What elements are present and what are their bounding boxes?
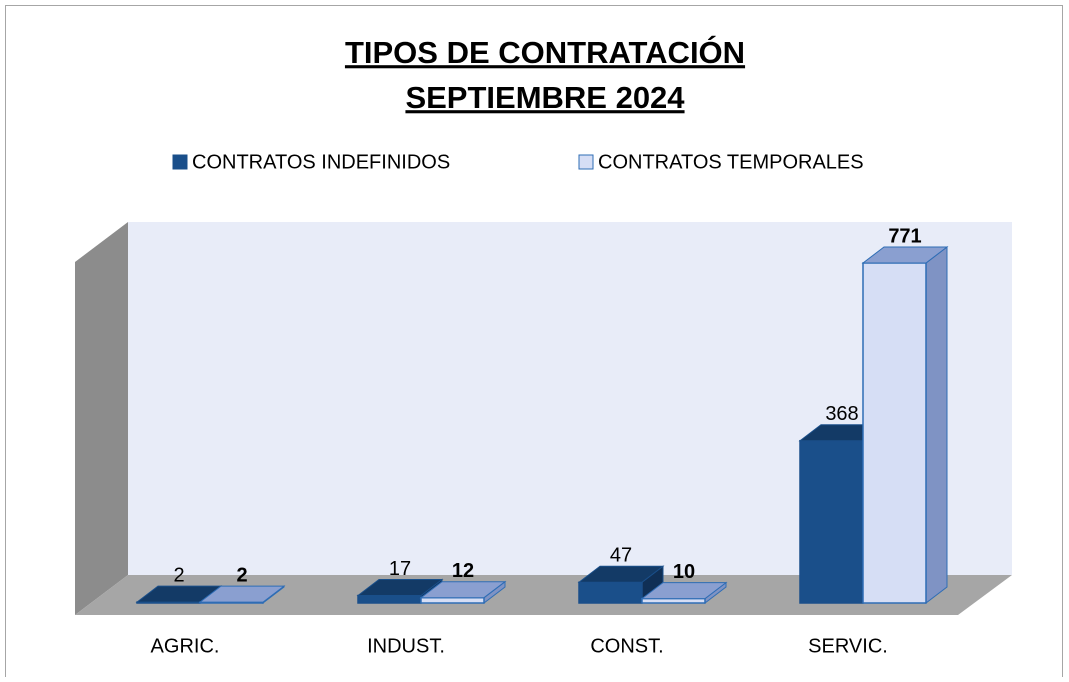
data-label: 10: [673, 561, 695, 583]
bar-side: [925, 245, 948, 605]
data-label: 12: [452, 560, 474, 582]
bar-front: [578, 581, 643, 604]
x-tick-label: AGRIC.: [151, 635, 220, 657]
data-label: 47: [610, 545, 632, 567]
legend-label: CONTRATOS TEMPORALES: [598, 151, 864, 173]
bar-top: [356, 579, 444, 597]
legend-swatch: [172, 154, 188, 170]
x-tick-label: INDUST.: [367, 635, 445, 657]
legend-swatch: [578, 154, 594, 170]
bar-top: [198, 585, 286, 603]
data-label: 17: [389, 558, 411, 580]
bar: [577, 565, 665, 605]
side-wall: [75, 222, 128, 615]
data-label: 2: [173, 564, 184, 586]
chart-title: SEPTIEMBRE 2024: [405, 80, 685, 115]
bar: [861, 245, 949, 605]
bar: [419, 580, 507, 605]
x-tick-label: SERVIC.: [808, 635, 888, 657]
bar: [640, 581, 728, 605]
bar-front: [357, 594, 422, 604]
data-label: 368: [825, 403, 858, 425]
bar-front: [799, 439, 864, 604]
bar-top: [419, 581, 507, 599]
bar: [198, 585, 286, 605]
bar-top: [861, 246, 949, 264]
x-tick-label: CONST.: [590, 635, 663, 657]
bar-top: [577, 565, 665, 583]
data-label: 2: [236, 564, 247, 586]
data-label: 771: [888, 225, 921, 247]
floor: [75, 575, 1012, 615]
bar-front: [641, 597, 706, 604]
back-wall: [128, 222, 1012, 575]
legend-label: CONTRATOS INDEFINIDOS: [192, 151, 450, 173]
bar-front: [862, 262, 927, 604]
chart-title: TIPOS DE CONTRATACIÓN: [345, 34, 745, 70]
bar-top: [640, 582, 728, 600]
bar-front: [420, 596, 485, 604]
